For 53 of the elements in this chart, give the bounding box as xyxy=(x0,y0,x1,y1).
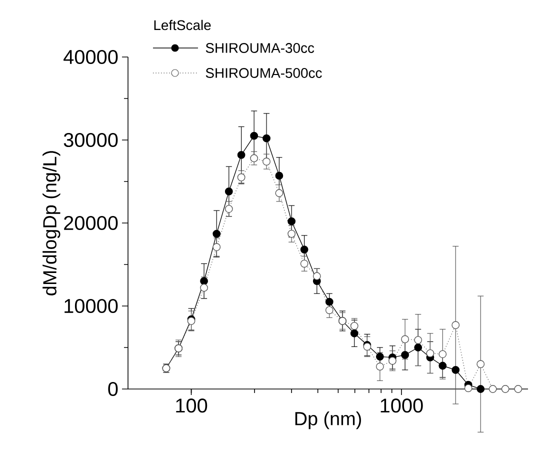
point xyxy=(488,385,497,393)
point xyxy=(426,349,434,358)
point xyxy=(250,132,258,140)
point xyxy=(237,173,246,182)
point xyxy=(224,204,233,213)
point xyxy=(200,284,208,292)
point xyxy=(300,246,308,254)
x-axis-title: Dp (nm) xyxy=(295,411,361,430)
y-tick-label: 30000 xyxy=(64,132,118,148)
point xyxy=(250,154,258,162)
point xyxy=(275,189,284,198)
point xyxy=(325,298,334,306)
point xyxy=(452,321,460,330)
point xyxy=(376,362,384,371)
point xyxy=(325,306,334,314)
legend-label: SHIROUMA-30cc xyxy=(206,43,314,53)
legend-label: SHIROUMA-500cc xyxy=(206,68,322,78)
x-tick-label: 1000 xyxy=(380,398,423,413)
y-tick-label: 0 xyxy=(108,382,118,396)
legend-title: LeftScale xyxy=(154,20,211,30)
point xyxy=(288,230,296,238)
point xyxy=(237,150,246,159)
point xyxy=(376,352,384,361)
point xyxy=(262,158,270,166)
point xyxy=(200,277,208,286)
point xyxy=(438,350,447,358)
point xyxy=(224,188,233,196)
point xyxy=(212,230,221,238)
point xyxy=(401,335,409,344)
point xyxy=(501,385,510,393)
y-axis-title: dM/dlogDp (ng/L) xyxy=(42,151,60,296)
point xyxy=(452,366,460,374)
y-tick-label: 10000 xyxy=(64,298,118,314)
y-tick-label: 20000 xyxy=(64,216,118,230)
point xyxy=(414,344,422,352)
point xyxy=(476,360,485,368)
point xyxy=(212,243,221,252)
y-tick-label: 40000 xyxy=(64,50,118,64)
point xyxy=(350,329,358,338)
point xyxy=(514,385,522,393)
point xyxy=(300,260,308,268)
point xyxy=(414,336,422,344)
point xyxy=(312,272,321,280)
point xyxy=(275,172,284,180)
point xyxy=(262,134,270,142)
point xyxy=(464,384,472,392)
point xyxy=(288,217,296,226)
point xyxy=(388,356,396,365)
x-tick-label: 100 xyxy=(176,398,208,413)
point xyxy=(476,385,485,393)
point xyxy=(350,322,358,330)
point xyxy=(401,351,409,359)
point xyxy=(438,362,447,370)
